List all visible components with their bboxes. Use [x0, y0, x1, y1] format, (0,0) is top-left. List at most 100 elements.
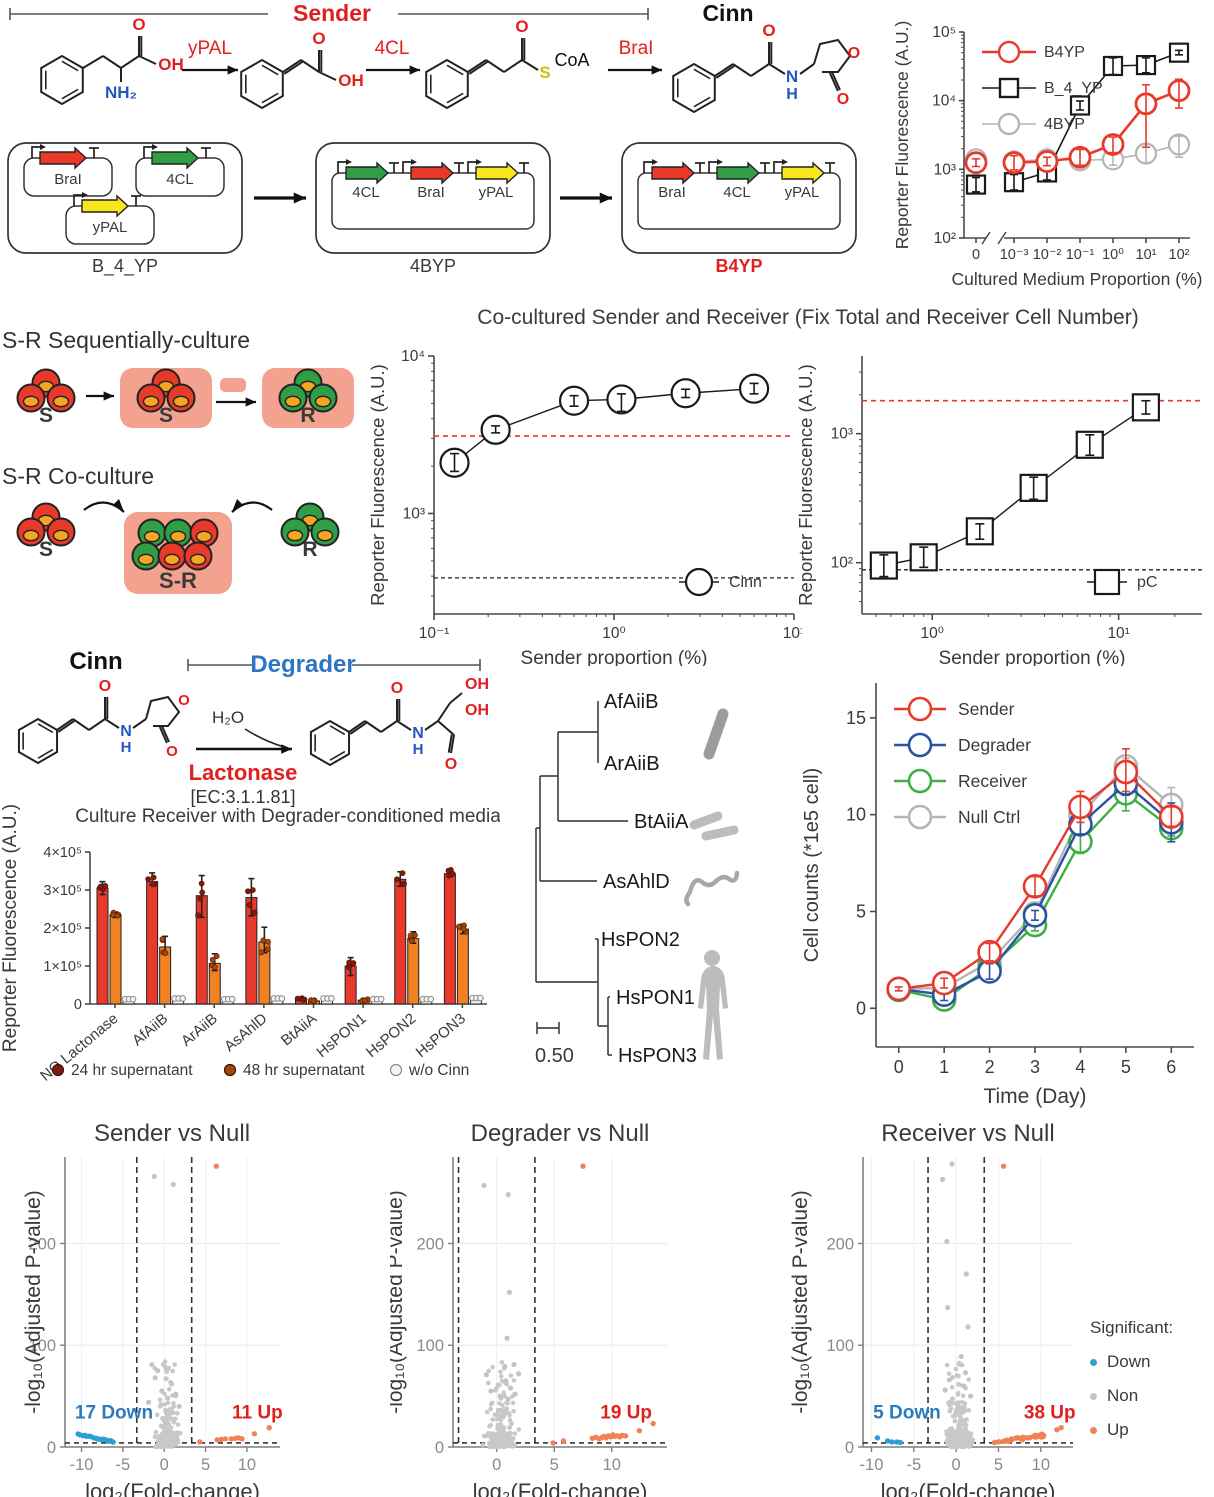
replicate-dot [251, 909, 258, 916]
gene-point-non [165, 1400, 171, 1406]
legend-label-Receiver: Receiver [958, 771, 1027, 791]
taxon-label-HsPON1: HsPON1 [616, 987, 695, 1009]
y-tick-label: 10² [934, 230, 956, 247]
gene-point-non [496, 1382, 502, 1388]
cell-nucleoid [189, 553, 207, 566]
gene-point-non [174, 1410, 180, 1416]
gene-point-non [504, 1406, 510, 1411]
replicate-dot [401, 880, 407, 887]
pc-coculture-plot: 10² 10³ 10⁰ 10¹ pC Sender proportion (%) Repor… [795, 356, 1202, 669]
gene-point-non [949, 1401, 954, 1406]
data-point [1093, 568, 1121, 596]
gene-point-up [622, 1433, 629, 1439]
legend-label-Cinn: Cinn [729, 574, 762, 591]
replicate-dot [346, 964, 352, 971]
atom-n: N [786, 67, 798, 86]
replicate-dot [209, 956, 216, 963]
category-label: BtAiiA [278, 1010, 320, 1049]
y-tick-label: 10³ [831, 426, 853, 443]
gene-point-non [165, 1419, 170, 1425]
gene-point-non [966, 1435, 972, 1441]
atom-oh: OH [465, 702, 489, 719]
taxon-label-HsPON3: HsPON3 [618, 1045, 697, 1067]
gene-point-non [508, 1373, 514, 1378]
cinn-title-label: Cinn [702, 0, 753, 26]
gene-point-non [947, 1408, 953, 1414]
x-tick-label: 10 [238, 1456, 256, 1474]
gene-point-up [266, 1424, 272, 1431]
media-transfer-icon [220, 378, 246, 392]
x-axis-label: Time (Day) [983, 1085, 1086, 1108]
replicate-dot [159, 936, 166, 942]
replicate-dot [129, 995, 137, 1003]
volcano-sender-panel: Sender vs Null 0 100 200 -10 -5 0 5 10 17 Down 11 … [0, 1115, 360, 1497]
x-tick-label: 10⁻¹ [1066, 247, 1095, 263]
co-culture-label: S-R Co-culture [2, 463, 154, 489]
gene-arrow-yPAL [475, 161, 520, 185]
gene-point-non [966, 1408, 972, 1413]
gene-point-non [958, 1406, 964, 1411]
gene-point-down [110, 1439, 116, 1445]
non-dot-icon [1090, 1392, 1097, 1400]
gene-point-non [166, 1429, 171, 1434]
gene-label: yPAL [785, 184, 820, 201]
cell-nucleoid [172, 395, 190, 408]
replicate-dot [258, 949, 265, 956]
gene-point-non [960, 1422, 966, 1427]
gene-point-non [502, 1364, 508, 1370]
plasmid-name-4BYP: 4BYP [410, 256, 456, 276]
legend-item-up: Up [1090, 1420, 1214, 1440]
gene-point-non [494, 1416, 500, 1422]
x-tick-label: 3 [1030, 1057, 1040, 1077]
gene-point-non [157, 1397, 163, 1403]
legend-label-non: Non [1107, 1386, 1139, 1405]
gene-point-non [942, 1387, 948, 1393]
gene-arrow-BraI [410, 161, 455, 185]
x-tick-label: 10⁻² [1033, 247, 1062, 263]
culture-well [120, 368, 212, 428]
gene-point-non [486, 1380, 491, 1386]
gene-point-non [958, 1353, 964, 1360]
gene-point-non [967, 1393, 974, 1399]
gene-point-non [962, 1370, 969, 1376]
gene-point-non [170, 1181, 176, 1188]
gene-point-non [512, 1431, 518, 1436]
data-point [907, 732, 933, 758]
gene-point-non [145, 1399, 152, 1405]
benzene-ring [17, 717, 59, 765]
plasmid-name-b4yp-sep: B_4_YP [92, 256, 158, 277]
gene-point-non [155, 1443, 161, 1448]
data-point [907, 804, 933, 830]
gene-point-non [506, 1425, 512, 1430]
gene-arrow-yPAL [781, 161, 826, 185]
x-tick-label: 0 [894, 1057, 904, 1077]
gene-point-non [495, 1426, 500, 1431]
y-tick-label: 0 [435, 1439, 444, 1457]
gene-point-non [486, 1368, 492, 1374]
gene-point-non [488, 1422, 493, 1428]
gene-point-non [489, 1400, 495, 1406]
gene-point-non [963, 1271, 969, 1277]
gene-label: BraI [658, 184, 686, 201]
gene-point-non [481, 1182, 487, 1189]
atom-o: O [762, 21, 775, 40]
gene-point-non [152, 1434, 158, 1440]
gene-point-non [960, 1393, 966, 1399]
human-icon-body [698, 966, 728, 1060]
gene-point-non [946, 1377, 952, 1383]
gene-point-non [487, 1433, 492, 1438]
atom-o: O [132, 15, 145, 34]
legend-dot [51, 1063, 65, 1077]
gene-point-up [636, 1428, 643, 1434]
down-count-label: 17 Down [75, 1403, 153, 1424]
gene-point-non [511, 1378, 517, 1383]
gene-point-non [965, 1430, 971, 1435]
y-axis-label: -log₁₀(Adjusted P-value) [22, 1190, 45, 1414]
x-tick-label: 4 [1075, 1057, 1085, 1077]
y-tick-label: 10 [846, 805, 866, 825]
gene-point-non [498, 1427, 504, 1432]
taxon-label-AfAiiB: AfAiiB [604, 691, 658, 713]
phylogenetic-tree-panel: AfAiiB ArAiiB BtAiiA AsAhlD HsPON2 HsPON1 HsPO… [490, 658, 800, 1103]
x-tick-label: 5 [1121, 1057, 1131, 1077]
r-label: R [302, 538, 317, 561]
